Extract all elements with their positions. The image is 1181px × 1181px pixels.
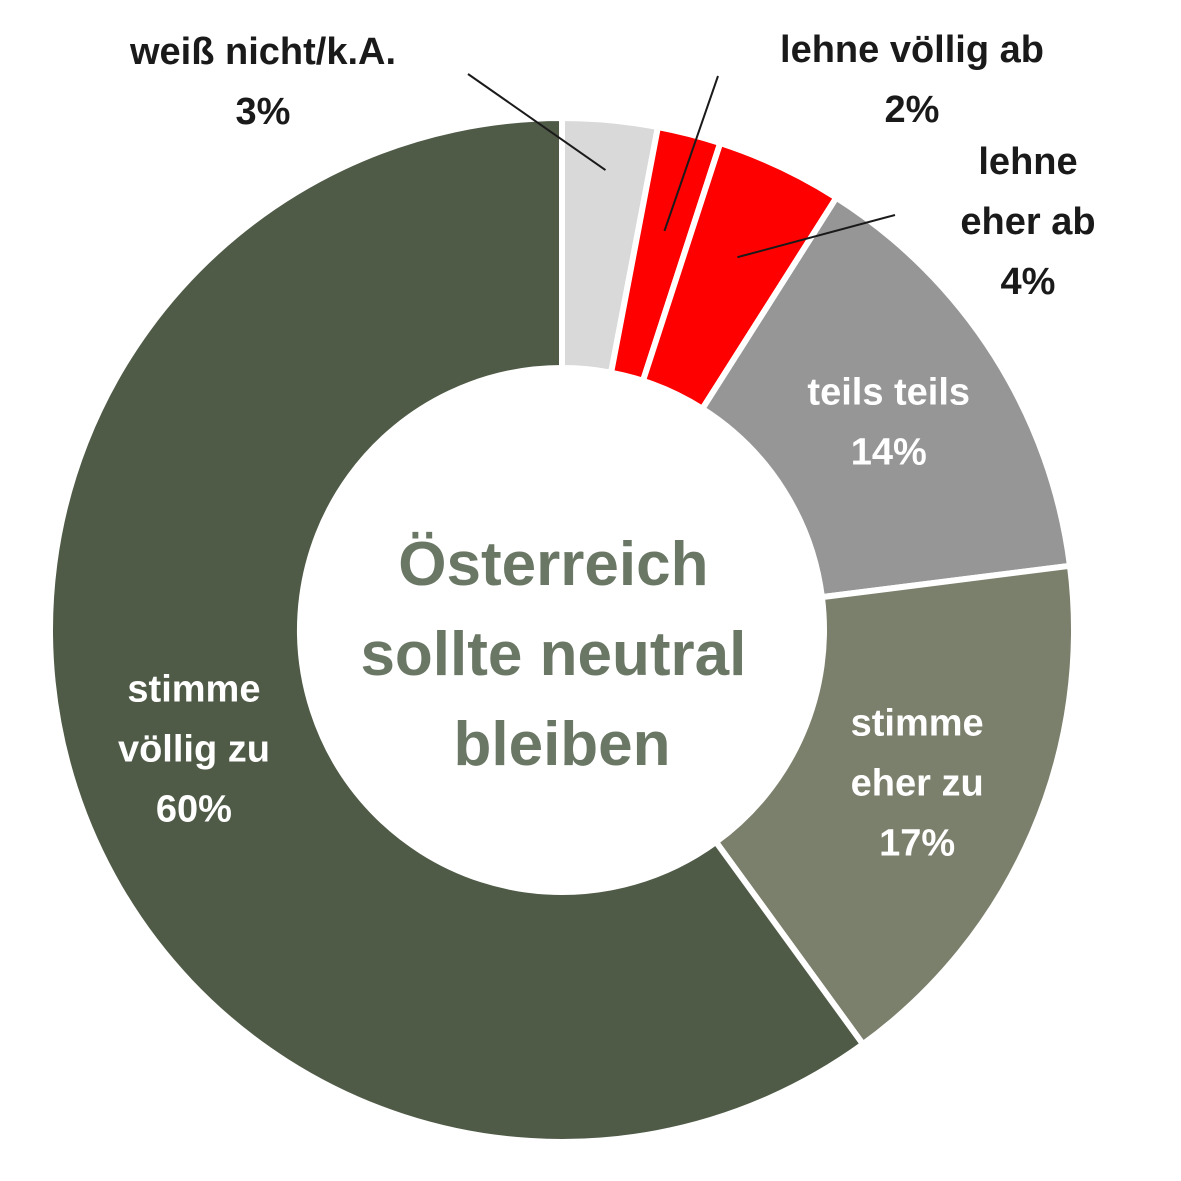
label-line: weiß nicht/k.A. — [129, 31, 396, 73]
label-lehne-eher-ab: lehne eher ab 4% — [960, 141, 1095, 303]
label-line: eher ab — [960, 201, 1095, 243]
slices-group — [47, 115, 1077, 1145]
slice-stimme-voellig-zu — [47, 115, 866, 1145]
label-stimme-eher-zu: stimme eher zu 17% — [851, 703, 984, 865]
slice-labels-group: weiß nicht/k.A. 3% lehne völlig ab 2% lehne e… — [118, 29, 1096, 865]
leader-line-lehne-voellig-ab — [663, 75, 719, 232]
center-title-line-2: sollte neutral — [360, 620, 746, 689]
center-title-line-3: bleiben — [453, 710, 670, 779]
leader-line-lehne-eher-ab — [737, 214, 896, 259]
label-line: 17% — [879, 823, 955, 865]
label-line: stimme — [851, 703, 984, 745]
label-stimme-voellig-zu: stimme völlig zu 60% — [118, 669, 270, 831]
label-line: völlig zu — [118, 729, 270, 771]
label-line: 4% — [1001, 261, 1056, 303]
label-line: 3% — [236, 91, 291, 133]
label-line: 14% — [851, 432, 927, 474]
center-title: Österreich sollte neutral bleiben — [360, 530, 763, 779]
label-line: 60% — [156, 789, 232, 831]
leader-lines-group — [467, 73, 896, 259]
slice-stimme-eher-zu — [713, 562, 1077, 1048]
label-line: lehne völlig ab — [780, 29, 1044, 71]
slice-teils-teils — [699, 194, 1073, 601]
label-line: stimme — [127, 669, 260, 711]
label-weiss-nicht-k-a: weiß nicht/k.A. 3% — [129, 31, 396, 133]
label-line: 2% — [885, 89, 940, 131]
label-line: teils teils — [807, 372, 970, 414]
leader-line-weiss-nicht-k-a — [467, 73, 607, 171]
label-lehne-voellig-ab: lehne völlig ab 2% — [780, 29, 1044, 131]
label-line: eher zu — [851, 763, 984, 805]
label-line: lehne — [978, 141, 1077, 183]
center-title-line-1: Österreich — [398, 530, 708, 599]
label-teils-teils: teils teils 14% — [807, 372, 970, 474]
